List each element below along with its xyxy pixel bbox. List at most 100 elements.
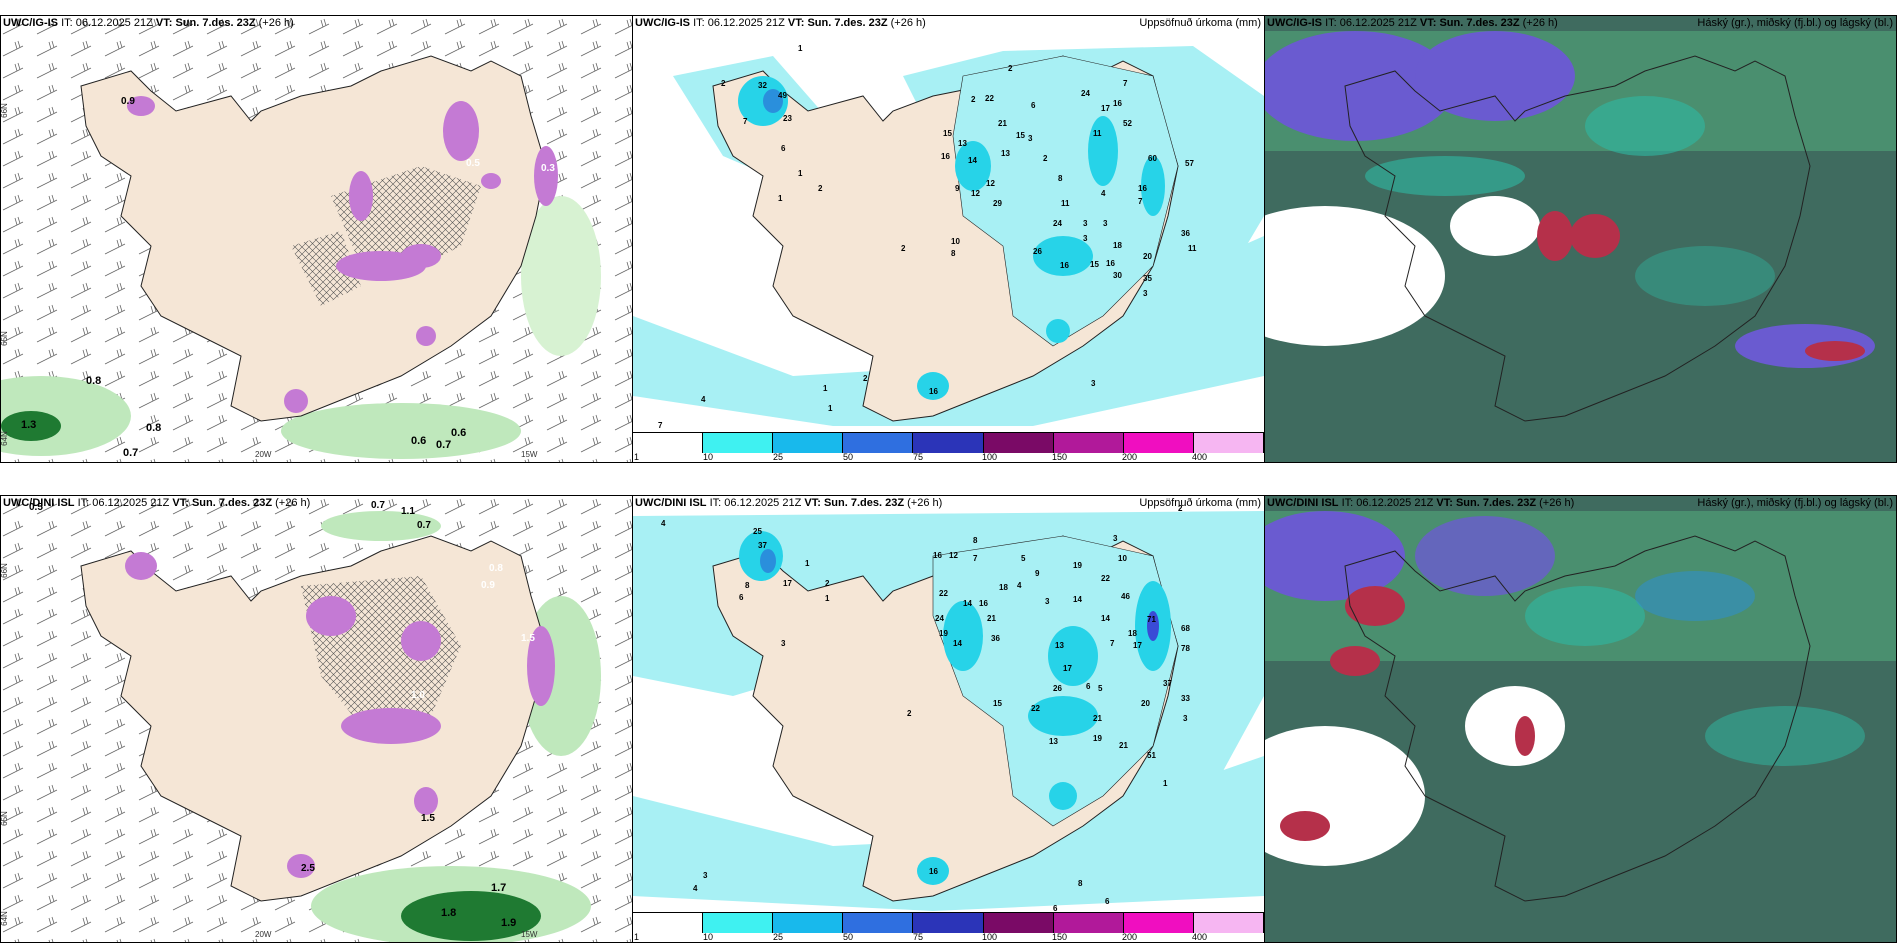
precip-label: 18 [999, 583, 1008, 592]
precip-label: 6 [1031, 101, 1036, 110]
precip-label: 16 [929, 387, 938, 396]
precip-label: 14 [953, 639, 962, 648]
precip-label: 14 [1073, 595, 1082, 604]
precip-label: 8 [973, 536, 978, 545]
precip-label: 12 [971, 189, 980, 198]
precip-label: 7 [973, 554, 978, 563]
row2-cloud-title: Háský (gr.), miðský (fj.bl.) og lágský (… [1697, 497, 1893, 509]
precip-label: 18 [1128, 629, 1137, 638]
row1-precip-title: Uppsöfnuð úrkoma (mm) [1139, 17, 1261, 29]
precip-colorbar-labels: 1 10 25 50 75 100 150 200 400 [634, 452, 1208, 462]
precip-label: 16 [979, 599, 988, 608]
precip-label: 2 [901, 244, 906, 253]
precip-label: 3 [1083, 234, 1088, 243]
precip-value-labels: 1 2 32 49 23 7 6 1 2 1 2 22 6 2 15 13 21… [658, 44, 1197, 430]
precip-label: 9 [1035, 569, 1040, 578]
row1-snow-header: UWC/IG-IS IT: 06.12.2025 21Z VT: Sun. 7.… [3, 17, 294, 29]
precip-label: 1 [805, 559, 810, 568]
row2-cloud-header: UWC/DINI ISL IT: 06.12.2025 21Z VT: Sun.… [1267, 497, 1575, 509]
precip-label: 14 [1101, 614, 1110, 623]
precip-label: 3 [1113, 534, 1118, 543]
snow-label: 0.9 [121, 96, 135, 107]
precip-label: 6 [781, 144, 786, 153]
snow-label: 0.5 [29, 502, 43, 513]
lon-label: 20W [255, 450, 272, 459]
snow-label: 0.6 [411, 435, 426, 447]
snow-label: 0.7 [417, 520, 431, 531]
precip-label: 26 [1033, 247, 1042, 256]
precip-label: 5 [1098, 684, 1103, 693]
row1-cloud-header: UWC/IG-IS IT: 06.12.2025 21Z VT: Sun. 7.… [1267, 17, 1558, 29]
snow-label: 0.8 [86, 375, 101, 387]
precip-label: 8 [745, 581, 750, 590]
precip-label: 26 [1053, 684, 1062, 693]
lat-label: 66N [0, 563, 9, 578]
precip-label: 12 [986, 179, 995, 188]
precip-label: 32 [758, 81, 767, 90]
precip-label: 4 [1017, 581, 1022, 590]
precip-label: 12 [949, 551, 958, 560]
row2-precip-panel: UWC/DINI ISL IT: 06.12.2025 21Z VT: Sun.… [632, 495, 1265, 943]
precip-label: 78 [1181, 644, 1190, 653]
snow-label: 1.8 [441, 907, 456, 919]
precip-label: 15 [943, 129, 952, 138]
precip-label: 3 [703, 871, 708, 880]
snow-label: 2.5 [301, 863, 315, 874]
precip-label: 37 [1163, 679, 1172, 688]
precip-value-labels: 4 2 5 37 17 1 1 2 8 6 3 16 12 7 8 22 14 2… [661, 504, 1190, 913]
snow-label: 1.9 [501, 917, 516, 929]
precip-label: 33 [1181, 694, 1190, 703]
snow-label: 1.7 [491, 882, 506, 894]
precip-label: 13 [1049, 737, 1058, 746]
precip-label: 17 [1133, 641, 1142, 650]
precip-label: 7 [1138, 197, 1143, 206]
precip-label: 19 [1093, 734, 1102, 743]
snow-label: 1.1 [401, 506, 415, 517]
precip-label: 36 [991, 634, 1000, 643]
precip-label: 2 [1178, 504, 1183, 513]
precip-label: 6 [1053, 904, 1058, 913]
snow-label: 0.5 [466, 158, 480, 169]
precip-label: 7 [658, 421, 663, 430]
precip-label: 57 [1185, 159, 1194, 168]
precip-label: 49 [778, 91, 787, 100]
precip-label: 3 [1045, 597, 1050, 606]
precip-label: 3 [1083, 219, 1088, 228]
precip-colorbar [633, 432, 1264, 453]
precip-label: 46 [1121, 592, 1130, 601]
snow-label: 0.8 [146, 422, 161, 434]
precip-label: 22 [939, 589, 948, 598]
precip-label: 9 [955, 184, 960, 193]
precip-label: 24 [935, 614, 944, 623]
precip-label: 3 [1103, 219, 1108, 228]
precip-label: 8 [951, 249, 956, 258]
precip-label: 24 [1053, 219, 1062, 228]
precip-label: 2 [863, 374, 868, 383]
precip-label: 13 [1055, 641, 1064, 650]
precip-label: 21 [998, 119, 1007, 128]
precip-label: 13 [958, 139, 967, 148]
precip-label: 16 [941, 152, 950, 161]
precip-label: 2 [907, 709, 912, 718]
precip-label: 18 [1113, 241, 1122, 250]
precip-colorbar [633, 912, 1264, 933]
precip-label: 2 [825, 579, 830, 588]
row2-snow-panel: UWC/DINI ISL IT: 06.12.2025 21Z VT: Sun.… [0, 495, 633, 943]
precip-label: 8 [1078, 879, 1083, 888]
precip-label: 22 [985, 94, 994, 103]
precip-label: 13 [1001, 149, 1010, 158]
precip-label: 4 [693, 884, 698, 893]
precip-label: 17 [1101, 104, 1110, 113]
precip-label: 17 [783, 579, 792, 588]
precip-label: 2 [1043, 154, 1048, 163]
precip-label: 4 [701, 395, 706, 404]
precip-label: 3 [1028, 134, 1033, 143]
precip-label: 16 [1106, 259, 1115, 268]
precip-label: 10 [951, 237, 960, 246]
precip-label: 7 [743, 117, 748, 126]
snow-label: 1.0 [411, 690, 425, 701]
precip-label: 15 [1016, 131, 1025, 140]
precip-label: 1 [825, 594, 830, 603]
precip-label: 10 [1118, 554, 1127, 563]
precip-label: 1 [798, 44, 803, 53]
